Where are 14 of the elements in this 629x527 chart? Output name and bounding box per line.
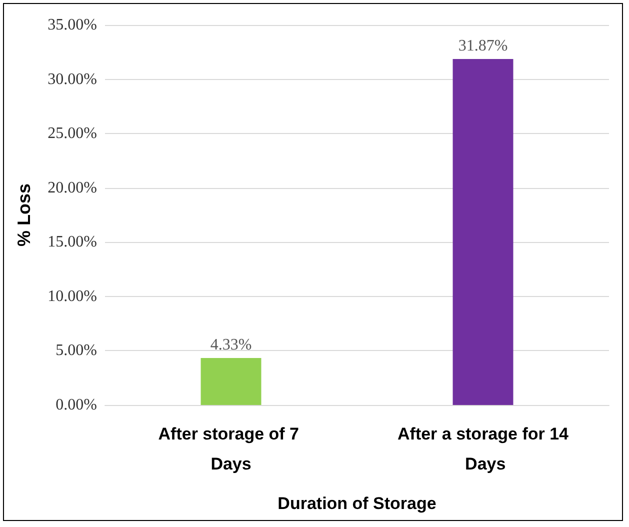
x-axis-title: Duration of Storage [278,494,436,513]
y-tick-label: 25.00% [48,125,97,142]
x-tick-label: After a storage for 14 Days [398,424,570,474]
data-label: 4.33% [210,336,252,354]
x-tick-label: After storage of 7 Days [158,424,304,474]
y-tick-label: 0.00% [56,396,97,414]
y-tick-label: 15.00% [48,234,97,251]
y-tick-label: 30.00% [48,70,97,88]
y-axis-title: % Loss [14,183,34,247]
y-tick-label: 5.00% [56,342,97,360]
y-tick-label: 20.00% [48,179,97,196]
y-tick-label: 35.00% [48,16,97,34]
y-tick-label: 10.00% [48,288,97,305]
data-label: 31.87% [458,37,508,54]
